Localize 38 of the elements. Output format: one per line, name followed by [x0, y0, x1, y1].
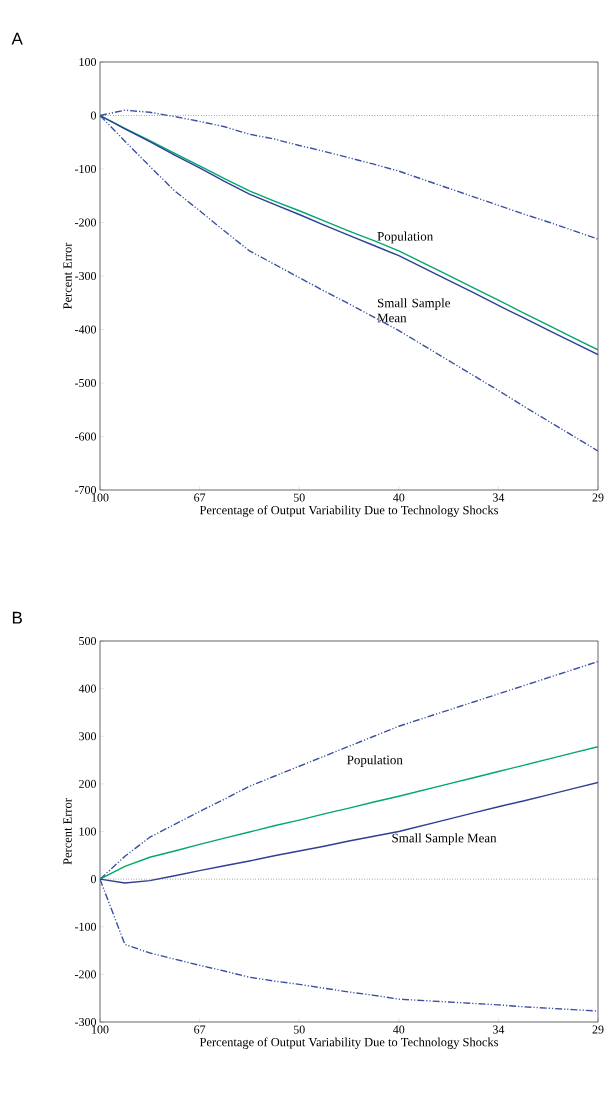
x-tick-label: 67: [194, 493, 206, 502]
y-tick-label: -200: [75, 970, 97, 979]
x-tick-label: 50: [293, 1025, 305, 1034]
x-tick-label: 40: [393, 493, 405, 502]
x-tick-label: 29: [592, 1025, 604, 1034]
chart-title: B: [12, 611, 22, 624]
y-tick-label: 100: [79, 57, 97, 67]
y-tick-label: -100: [75, 922, 97, 931]
x-axis-title: Percentage of Output Variability Due to Technology Shocks: [199, 505, 499, 517]
annotation: Population: [377, 231, 434, 244]
x-axis-title: Percentage of Output Variability Due to Technology Shocks: [199, 1037, 499, 1049]
y-tick-label: 0: [90, 111, 97, 120]
y-tick-label: -400: [75, 325, 97, 334]
annotation: Small Sample Mean: [377, 298, 451, 323]
y-tick-label: 400: [78, 684, 97, 693]
x-tick-label: 50: [293, 493, 305, 502]
y-axis-title: Percent Error: [63, 798, 72, 865]
y-tick-label: 300: [79, 732, 97, 741]
annotation: Population: [347, 755, 403, 767]
y-tick-label: -300: [75, 271, 97, 281]
y-axis-title: Percent Error: [63, 242, 72, 310]
y-tick-label: -300: [75, 1017, 97, 1027]
y-tick-label: 200: [79, 779, 97, 788]
annotation: Small Sample Mean: [392, 833, 497, 845]
chart-title: A: [11, 32, 23, 45]
x-tick-label: 34: [493, 493, 505, 502]
y-tick-label: 100: [79, 827, 97, 836]
y-tick-label: -500: [75, 378, 97, 388]
y-tick-label: 0: [90, 875, 97, 884]
x-tick-label: 29: [592, 493, 604, 502]
y-tick-label: -700: [75, 485, 97, 495]
y-tick-label: -100: [75, 164, 97, 174]
y-tick-label: -600: [75, 432, 97, 441]
x-tick-label: 67: [194, 1025, 206, 1034]
y-tick-label: 500: [79, 636, 97, 646]
x-tick-label: 40: [393, 1025, 405, 1034]
x-tick-label: 34: [493, 1025, 505, 1034]
y-tick-label: -200: [75, 218, 97, 227]
